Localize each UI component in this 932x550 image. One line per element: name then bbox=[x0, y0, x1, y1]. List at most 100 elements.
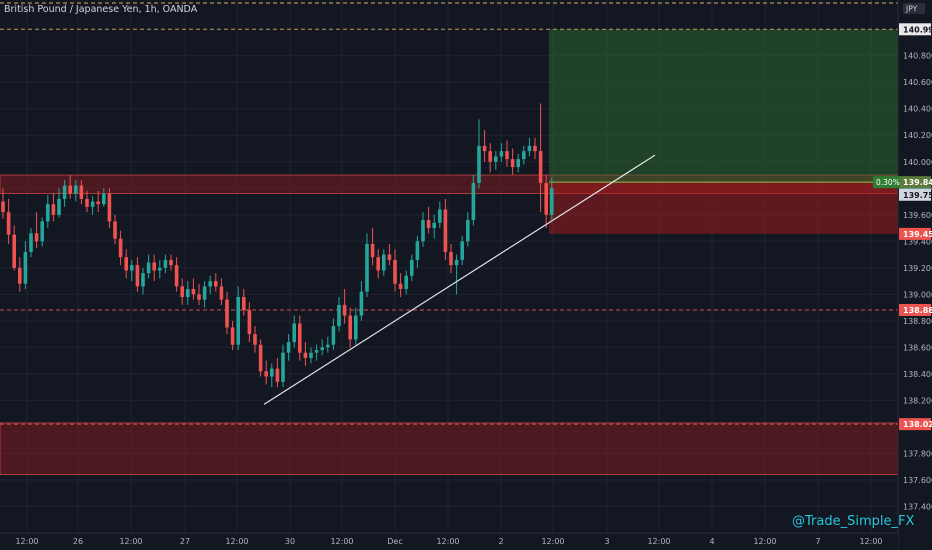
candles bbox=[1, 103, 554, 388]
zones bbox=[0, 29, 899, 475]
entry-price-label-bg bbox=[899, 176, 931, 189]
candle-body bbox=[365, 243, 369, 292]
x-tick-label: Dec bbox=[387, 537, 402, 546]
candle-body bbox=[348, 315, 352, 340]
candle-body bbox=[135, 265, 140, 287]
candle-body bbox=[426, 220, 431, 229]
candle-body bbox=[482, 145, 487, 152]
candle-body bbox=[113, 221, 117, 239]
price-axis: 140.800 140.600 140.400 140.200 140.000 139.8… bbox=[897, 0, 932, 550]
x-tick-label: 12:00 bbox=[647, 537, 670, 546]
candle-body bbox=[281, 352, 285, 382]
candle-body bbox=[292, 323, 296, 343]
candle-body bbox=[219, 286, 224, 300]
trendline[interactable] bbox=[263, 154, 656, 405]
candle-body bbox=[454, 259, 459, 266]
stop-price-label: 139.456 bbox=[903, 230, 932, 239]
candle-body bbox=[90, 201, 95, 207]
candle-body bbox=[398, 283, 403, 290]
candle-body bbox=[6, 212, 11, 235]
candle-body bbox=[169, 259, 173, 266]
candle-body bbox=[370, 243, 375, 258]
position-stop-zone bbox=[549, 182, 898, 234]
y-tick-label: 137.800 bbox=[903, 449, 932, 458]
candle-body bbox=[247, 310, 252, 335]
x-tick-label: 12:00 bbox=[541, 537, 564, 546]
candle-body bbox=[443, 209, 448, 252]
entry-price-label: 139.846 bbox=[903, 178, 932, 187]
candle-body bbox=[141, 273, 145, 287]
target-pct-label: 0.30% bbox=[876, 178, 900, 187]
candle-body bbox=[275, 368, 280, 382]
candle-body bbox=[107, 193, 112, 222]
candle-body bbox=[438, 209, 442, 223]
y-tick-label: 140.200 bbox=[903, 131, 932, 140]
candle-body bbox=[538, 151, 543, 183]
zone-support bbox=[0, 422, 899, 475]
y-tick-label: 140.600 bbox=[903, 78, 932, 87]
y-tick-label: 140.800 bbox=[903, 52, 932, 61]
stop-price-label-bg bbox=[899, 227, 931, 240]
candle-body bbox=[314, 350, 319, 353]
candle-body bbox=[18, 267, 22, 284]
x-tick-label: 12:00 bbox=[753, 537, 776, 546]
target-pct-bg bbox=[873, 176, 900, 189]
candle-body bbox=[202, 286, 207, 300]
candle-body bbox=[477, 145, 481, 183]
candle-body bbox=[449, 251, 453, 266]
y-tick-label: 139.600 bbox=[903, 211, 932, 220]
candle-body bbox=[387, 254, 392, 260]
candle-body bbox=[57, 198, 61, 215]
x-tick-label: 12:00 bbox=[330, 537, 353, 546]
x-tick-label: 12:00 bbox=[859, 537, 882, 546]
candle-body bbox=[46, 204, 50, 222]
candle-body bbox=[286, 342, 291, 353]
level-label-138-021: 138.021 bbox=[903, 420, 932, 429]
y-tick-label: 139.200 bbox=[903, 264, 932, 273]
candle-body bbox=[421, 220, 425, 242]
candle-body bbox=[499, 151, 504, 157]
position-target-zone bbox=[549, 29, 898, 183]
candle-body bbox=[309, 352, 313, 358]
time-axis: 12:00 26 12:00 27 12:00 30 12:00 Dec 12:00 2 12:00… bbox=[0, 532, 898, 550]
y-tick-label: 140.000 bbox=[903, 158, 932, 167]
candle-body bbox=[102, 193, 106, 205]
y-tick-label: 139.000 bbox=[903, 290, 932, 299]
x-tick-label: 3 bbox=[604, 537, 609, 546]
candle-body bbox=[544, 182, 548, 215]
level-lines bbox=[0, 2, 898, 425]
candle-body bbox=[62, 185, 67, 199]
y-tick-label: 138.600 bbox=[903, 343, 932, 352]
y-tick-label: 137.400 bbox=[903, 502, 932, 511]
candle-body bbox=[326, 344, 330, 348]
level-label-138-882: 138.882 bbox=[903, 306, 932, 315]
level-label-140-999-bg bbox=[899, 23, 931, 36]
candle-body bbox=[471, 182, 476, 221]
candle-body bbox=[146, 262, 151, 274]
candle-body bbox=[533, 145, 537, 152]
y-tick-label: 137.600 bbox=[903, 476, 932, 485]
candle-body bbox=[298, 323, 302, 353]
y-tick-label: 138.800 bbox=[903, 317, 932, 326]
candle-body bbox=[432, 222, 436, 229]
candle-body bbox=[34, 233, 39, 242]
candle-body bbox=[51, 204, 56, 215]
candle-body bbox=[253, 334, 257, 345]
candle-body bbox=[163, 259, 168, 268]
candle-body bbox=[393, 259, 397, 284]
candle-body bbox=[40, 221, 44, 242]
candle-body bbox=[230, 327, 235, 345]
candle-body bbox=[466, 220, 470, 242]
candle-body bbox=[303, 352, 308, 358]
time-axis-bg bbox=[0, 533, 898, 550]
candle-body bbox=[415, 241, 420, 260]
candle-body bbox=[337, 304, 341, 327]
candle-body bbox=[527, 145, 532, 152]
candle-body bbox=[29, 233, 33, 252]
candle-body bbox=[191, 289, 196, 295]
candle-body bbox=[85, 198, 89, 207]
currency-tag-bg bbox=[903, 3, 925, 14]
x-tick-label: 26 bbox=[73, 537, 83, 546]
candle-body bbox=[410, 259, 414, 276]
